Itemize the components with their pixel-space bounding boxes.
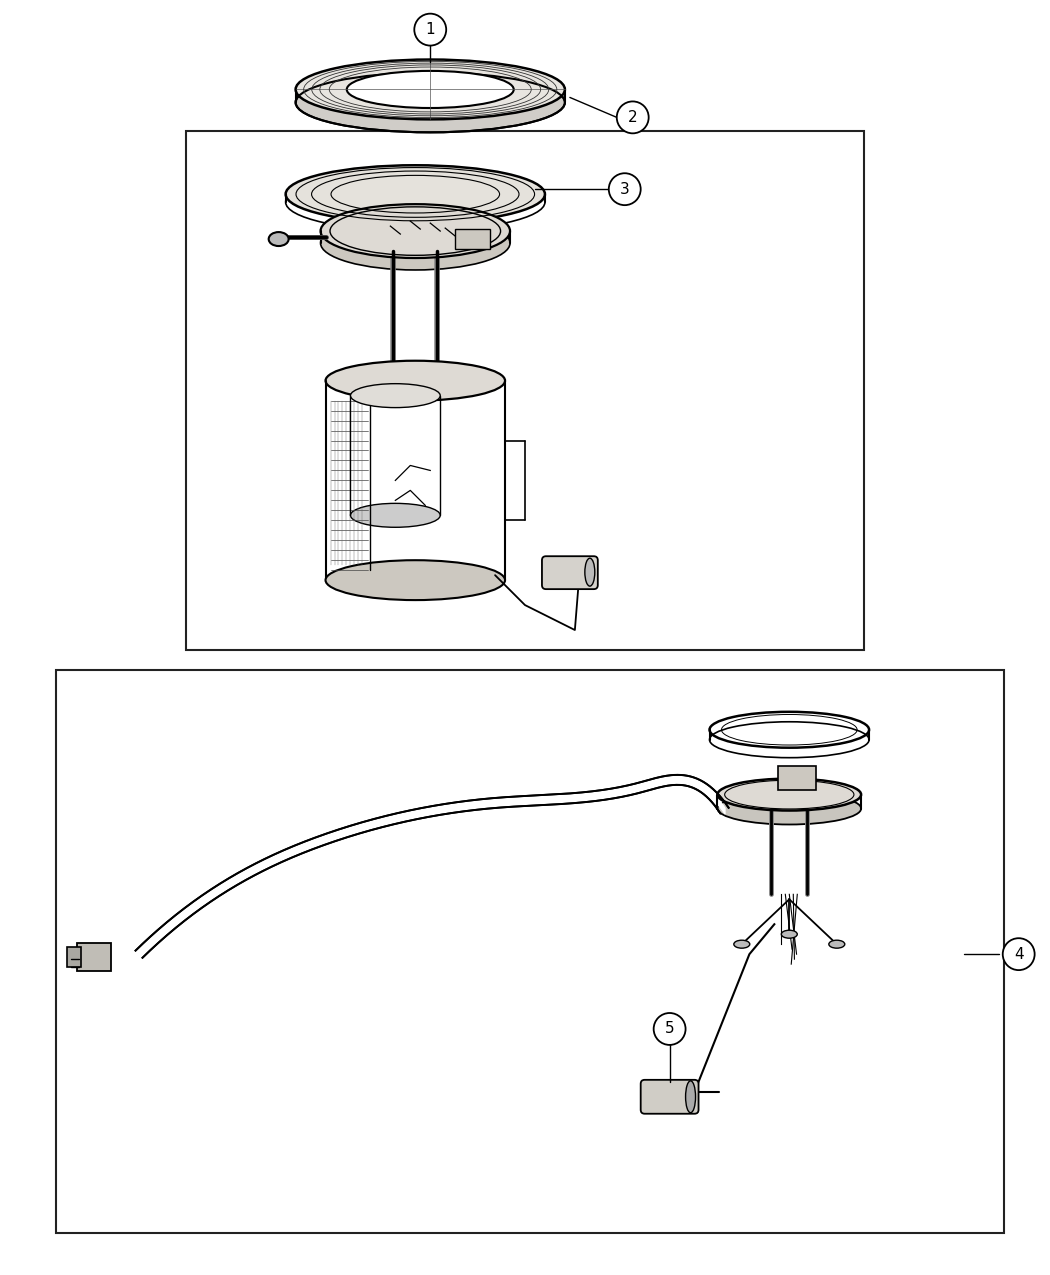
Text: 5: 5 xyxy=(665,1021,674,1037)
Ellipse shape xyxy=(296,73,565,133)
Bar xyxy=(67,947,81,968)
FancyBboxPatch shape xyxy=(542,556,597,589)
Text: 2: 2 xyxy=(628,110,637,125)
Bar xyxy=(57,669,1004,1233)
Circle shape xyxy=(609,173,640,205)
Circle shape xyxy=(616,102,649,134)
Ellipse shape xyxy=(734,940,750,949)
Bar xyxy=(78,944,111,972)
Ellipse shape xyxy=(351,384,440,408)
Circle shape xyxy=(1003,938,1034,970)
Circle shape xyxy=(415,14,446,46)
Ellipse shape xyxy=(828,940,845,949)
Ellipse shape xyxy=(686,1081,695,1113)
Bar xyxy=(186,131,864,650)
FancyBboxPatch shape xyxy=(640,1080,698,1114)
Ellipse shape xyxy=(717,779,861,811)
Ellipse shape xyxy=(269,232,289,246)
Ellipse shape xyxy=(320,217,510,270)
Ellipse shape xyxy=(326,361,505,400)
Ellipse shape xyxy=(286,166,545,223)
Ellipse shape xyxy=(346,71,513,108)
Ellipse shape xyxy=(585,558,594,587)
Circle shape xyxy=(654,1014,686,1046)
Ellipse shape xyxy=(351,504,440,528)
Ellipse shape xyxy=(320,204,510,258)
Text: 1: 1 xyxy=(425,22,435,37)
Text: 3: 3 xyxy=(620,182,630,196)
Ellipse shape xyxy=(296,60,565,120)
Ellipse shape xyxy=(717,793,861,825)
Bar xyxy=(456,230,490,249)
Ellipse shape xyxy=(326,560,505,601)
Ellipse shape xyxy=(781,931,797,938)
Bar xyxy=(778,766,816,789)
Text: 4: 4 xyxy=(1014,946,1024,961)
